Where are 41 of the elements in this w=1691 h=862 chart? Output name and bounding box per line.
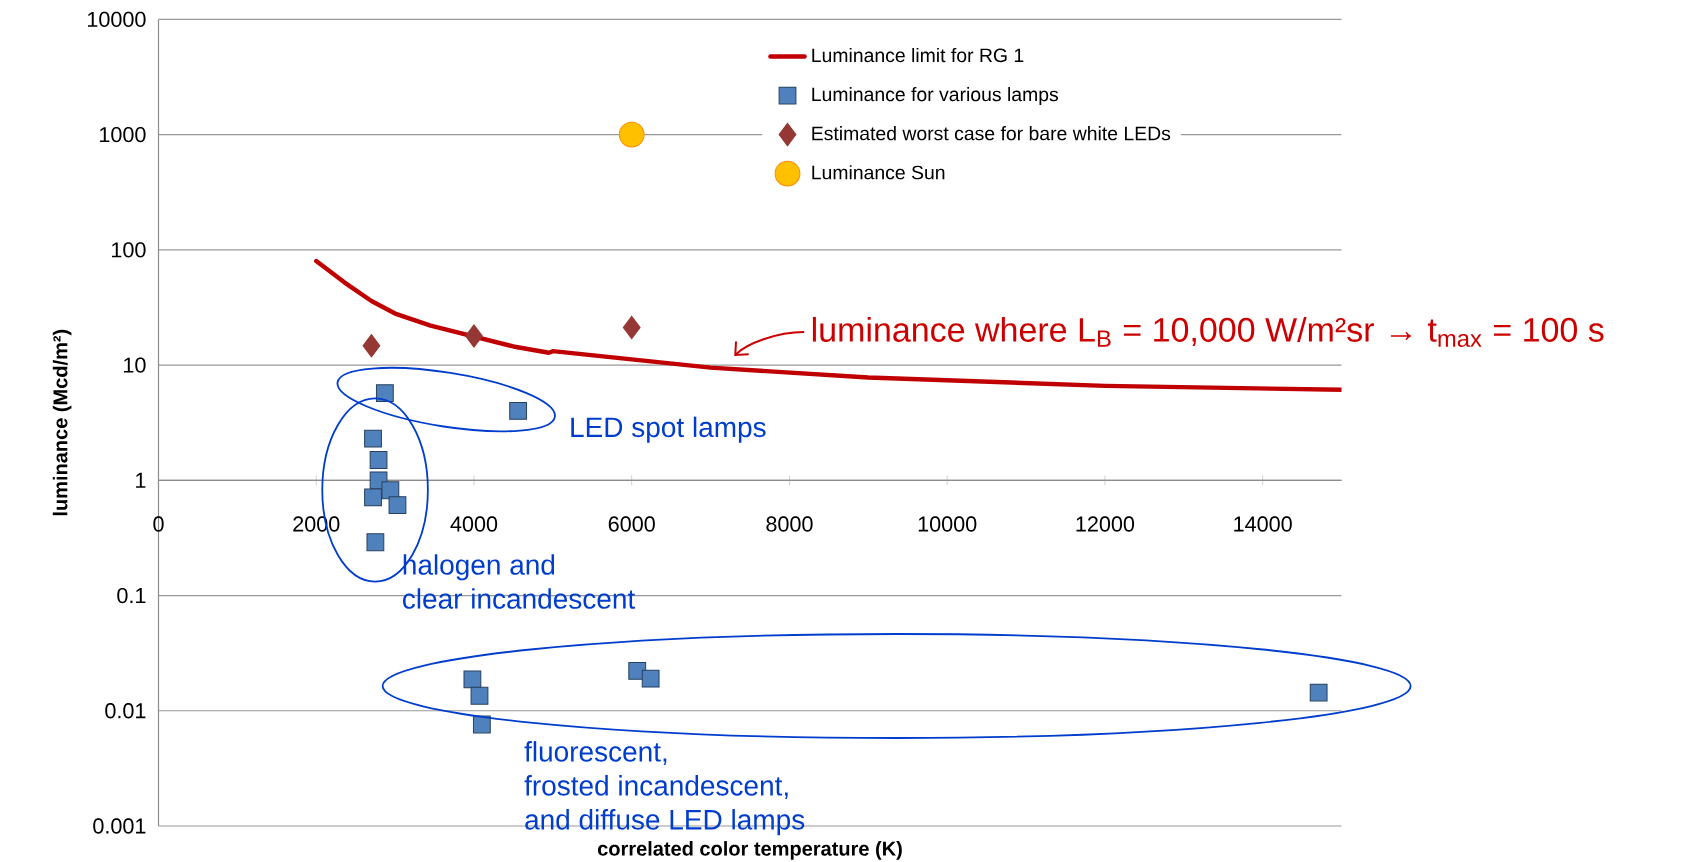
point [375,384,394,403]
point [1309,683,1328,702]
y-tick-label: 0.001 [93,818,146,834]
point [369,451,388,469]
y-tick-label: 100 [112,242,146,258]
annotation: halogen and clear incandescent [403,554,636,609]
y-tick-label: 0.01 [105,703,146,719]
annotation: LED spot lamps [571,416,766,443]
x-tick-label: 4000 [450,516,498,532]
point [364,488,382,507]
point [618,121,645,148]
point [362,334,381,358]
y-tick-label: 1000 [100,126,146,143]
point [509,402,528,420]
x-tick-label: 6000 [608,516,655,532]
x-tick-label: 8000 [766,516,813,532]
legend-label: Luminance Sun [812,165,945,180]
point [622,315,641,340]
x-tick-label: 12000 [1076,516,1135,532]
x-tick-label: 0 [153,516,164,532]
annotation: luminance where L$_{B}$ = 10,000 W/m²sr → t$_{max}$ = 100 s [812,316,1604,347]
point [366,533,385,552]
legend-label: Luminance for various lamps [812,87,1059,106]
point [470,686,489,705]
x-tick-label: 10000 [918,516,977,532]
y-tick-label: 0.1 [117,587,146,604]
y-axis-title: luminance (Mcd/m²) [52,329,72,516]
point [364,429,382,448]
point [472,715,491,734]
x-tick-label: 14000 [1234,516,1292,532]
y-tick-label: 10000 [88,11,146,28]
y-tick-label: 10 [124,357,146,373]
legend-label: Estimated worst case for bare white LEDs [812,126,1171,141]
point [463,670,482,689]
point [641,669,660,688]
point [465,324,483,348]
point [388,496,407,514]
annotation: fluorescent, frosted incandescent, and diffuse LED lamps [524,741,805,836]
x-axis-title: correlated color temperature (K) [597,841,902,860]
legend-label: Luminance limit for RG 1 [812,47,1024,63]
y-tick-label: 1 [136,472,146,488]
